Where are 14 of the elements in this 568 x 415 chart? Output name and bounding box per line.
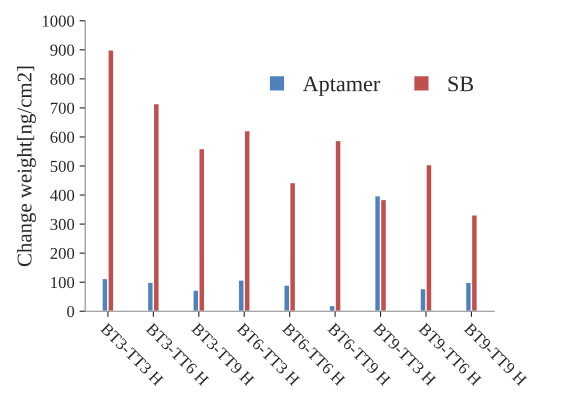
y-tick-label: 0 bbox=[67, 306, 74, 318]
y-tick-label: 500 bbox=[50, 160, 74, 172]
y-tick-label: 900 bbox=[50, 44, 74, 56]
legend-label: Aptamer bbox=[302, 76, 380, 96]
y-tick-label: 200 bbox=[50, 248, 74, 260]
y-tick-label: 1000 bbox=[42, 15, 74, 27]
y-axis-title: Change weight[ng/cm2] bbox=[16, 66, 36, 266]
y-tick-label: 400 bbox=[50, 190, 74, 201]
legend-label: SB bbox=[448, 76, 474, 92]
y-tick-label: 100 bbox=[51, 276, 74, 288]
y-tick-label: 300 bbox=[50, 218, 74, 230]
y-tick-label: 600 bbox=[50, 132, 74, 143]
y-tick-label: 700 bbox=[50, 102, 74, 114]
y-tick-label: 800 bbox=[50, 74, 74, 85]
